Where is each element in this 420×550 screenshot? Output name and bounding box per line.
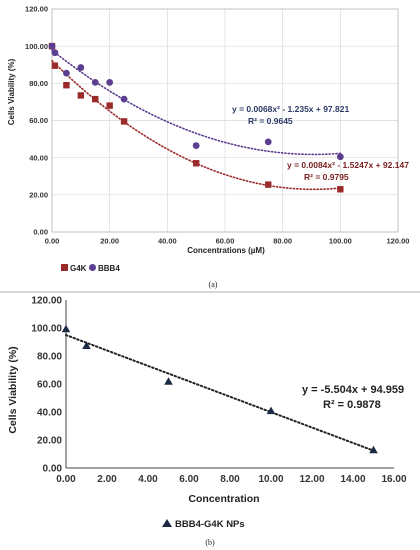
a-y-tick-label: 100.00 xyxy=(25,42,48,51)
b-bbb4-g4k-nps-point-4 xyxy=(369,445,378,454)
b-trendline-bbb4-g4k-nps xyxy=(65,334,375,452)
a-bbb4-point-0 xyxy=(48,42,56,50)
b-x-tick-label: 0.00 xyxy=(56,474,76,485)
a-bbb4-point-6 xyxy=(120,95,128,103)
chart-b-legend-swatch xyxy=(162,519,172,527)
b-x-tick-label: 12.00 xyxy=(299,474,324,485)
b-x-tick-label: 4.00 xyxy=(138,474,158,485)
b-y-tick-label: 40.00 xyxy=(37,408,62,419)
a-g4k-point-5 xyxy=(106,102,113,109)
b-y-tick-label: 0.00 xyxy=(43,464,63,475)
a-bbb4-point-9 xyxy=(336,153,344,161)
a-g4k-point-6 xyxy=(120,118,128,125)
b-x-tick-label: 14.00 xyxy=(340,474,365,485)
chart-a-bbb4-r2: R² = 0.9645 xyxy=(248,116,293,126)
a-trendline-bbb4 xyxy=(51,49,342,156)
chart-a-y-tick-labels: 0.00 20.00 40.00 60.00 80.00 100.00 120.00 xyxy=(25,5,48,237)
a-x-tick-label: 120.00 xyxy=(387,237,410,246)
chart-b-legend-label: BBB4-G4K NPs xyxy=(175,519,245,530)
chart-a-g4k-r2: R² = 0.9795 xyxy=(304,172,349,182)
b-x-tick-label: 8.00 xyxy=(220,474,240,485)
a-y-tick-label: 60.00 xyxy=(29,116,48,125)
chart-a-x-tick-labels: 0.00 20.00 40.00 60.00 80.00 100.00 120.00 xyxy=(45,237,410,246)
a-y-tick-label: 40.00 xyxy=(29,153,48,162)
a-y-tick-label: 20.00 xyxy=(29,190,48,199)
chart-b-r2: R² = 0.9878 xyxy=(323,399,381,411)
a-y-tick-label: 0.00 xyxy=(33,228,48,237)
chart-a-panel-label: (a) xyxy=(209,280,218,289)
chart-b-y-tick-labels: 0.00 20.00 40.00 60.00 80.00 100.00 120.00 xyxy=(31,296,62,475)
a-bbb4-point-8 xyxy=(264,138,272,146)
b-y-tick-label: 100.00 xyxy=(31,324,62,335)
a-x-tick-label: 40.00 xyxy=(158,237,177,246)
a-bbb4-point-5 xyxy=(106,79,114,86)
a-g4k-point-4 xyxy=(92,95,99,103)
chart-a-points xyxy=(48,42,344,193)
a-g4k-point-2 xyxy=(63,81,70,89)
chart-a-legend: G4K BBB4 xyxy=(61,264,120,273)
a-x-tick-label: 60.00 xyxy=(216,237,235,246)
chart-a-y-axis-label: Cells Viability (%) xyxy=(7,58,16,125)
b-x-tick-label: 2.00 xyxy=(97,474,117,485)
a-g4k-point-3 xyxy=(77,92,85,99)
a-bbb4-point-1 xyxy=(51,49,59,57)
chart-b: 0.00 20.00 40.00 60.00 80.00 100.00 120.00 0.0… xyxy=(7,296,407,548)
b-x-tick-label: 16.00 xyxy=(381,474,406,485)
a-g4k-point-8 xyxy=(265,181,272,188)
chart-a-x-axis-label: Concentrations (µM) xyxy=(187,246,265,255)
chart-a-legend-g4k-swatch xyxy=(61,264,68,271)
chart-b-equation: y = -5.504x + 94.959 xyxy=(302,384,404,396)
b-y-tick-label: 20.00 xyxy=(37,436,62,447)
chart-a-gridlines xyxy=(51,8,399,233)
a-x-tick-label: 100.00 xyxy=(329,237,352,246)
b-bbb4-g4k-nps-point-1 xyxy=(82,341,91,349)
chart-a: 0.00 20.00 40.00 60.00 80.00 100.00 120.00 0.0… xyxy=(7,5,409,289)
chart-a-g4k-equation: y = 0.0084x² - 1.5247x + 92.147 xyxy=(287,160,409,170)
a-y-tick-label: 80.00 xyxy=(29,79,48,88)
chart-b-trendline xyxy=(65,334,375,452)
b-y-tick-label: 80.00 xyxy=(37,352,62,363)
chart-b-legend: BBB4-G4K NPs xyxy=(162,519,245,530)
a-g4k-point-7 xyxy=(192,160,200,167)
a-bbb4-point-7 xyxy=(192,142,200,149)
chart-b-x-tick-labels: 0.00 2.00 4.00 6.00 8.00 10.00 12.00 14.00 16.00 xyxy=(56,474,407,485)
b-y-tick-label: 120.00 xyxy=(31,296,62,307)
chart-a-legend-g4k-label: G4K xyxy=(70,264,87,273)
a-x-tick-label: 80.00 xyxy=(273,237,292,246)
chart-b-points xyxy=(61,324,378,454)
a-x-tick-label: 0.00 xyxy=(45,237,60,246)
a-bbb4-point-4 xyxy=(91,79,99,86)
b-y-tick-label: 60.00 xyxy=(37,380,62,391)
chart-b-y-axis-label: Cells Viability (%) xyxy=(7,346,19,433)
b-x-tick-label: 10.00 xyxy=(258,474,283,485)
chart-b-x-axis-label: Concentration xyxy=(188,493,259,505)
chart-a-legend-bbb4-swatch xyxy=(89,264,96,271)
b-bbb4-g4k-nps-point-0 xyxy=(61,324,71,333)
a-bbb4-point-2 xyxy=(63,69,70,77)
chart-a-bbb4-equation: y = 0.0068x² - 1.235x + 97.821 xyxy=(232,104,349,114)
a-g4k-point-1 xyxy=(51,62,59,69)
chart-b-panel-label: (b) xyxy=(205,538,215,547)
a-x-tick-label: 20.00 xyxy=(100,237,119,246)
a-y-tick-label: 120.00 xyxy=(25,5,48,14)
chart-a-plot-frame xyxy=(51,8,399,233)
b-x-tick-label: 6.00 xyxy=(179,474,199,485)
chart-a-legend-bbb4-label: BBB4 xyxy=(98,264,120,273)
b-bbb4-g4k-nps-point-3 xyxy=(266,406,276,415)
b-bbb4-g4k-nps-point-2 xyxy=(164,377,173,385)
a-g4k-point-9 xyxy=(337,186,344,193)
a-bbb4-point-3 xyxy=(77,64,85,71)
